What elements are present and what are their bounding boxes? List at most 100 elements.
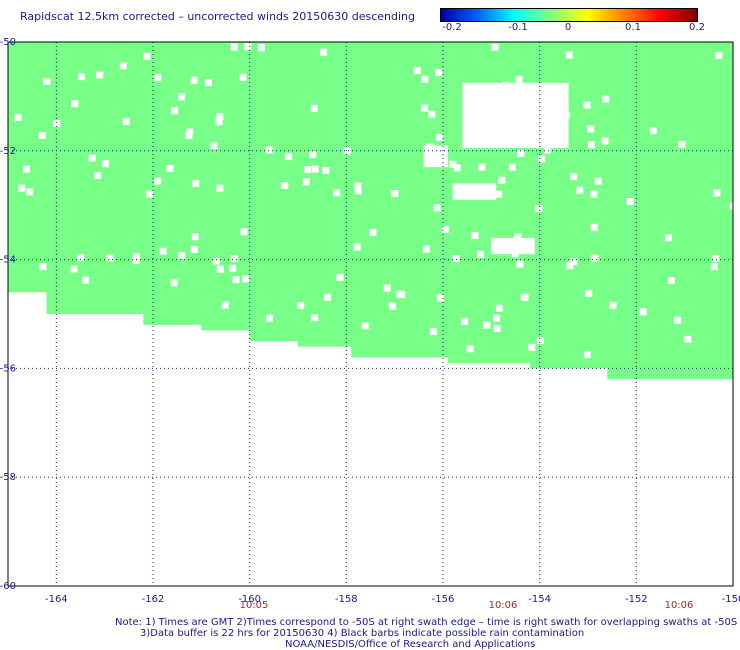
missing-data-area (462, 82, 569, 149)
missing-data-cell (536, 337, 544, 344)
missing-data-cell (429, 328, 437, 336)
swath-time-label: 10:05 (239, 600, 269, 611)
missing-data-cell (322, 167, 330, 174)
missing-data-cell (166, 165, 174, 172)
missing-data-cell (514, 233, 522, 240)
missing-data-cell (516, 260, 524, 268)
missing-data-cell (232, 276, 240, 284)
missing-data-cell (587, 125, 595, 133)
missing-data-cell (483, 321, 491, 329)
missing-data-cell (594, 177, 602, 185)
missing-data-cell (413, 67, 421, 75)
missing-data-cell (585, 289, 593, 297)
missing-data-cell (212, 257, 220, 265)
missing-data-cell (240, 228, 248, 236)
missing-data-cell (538, 155, 546, 163)
y-tick-label: -52 (0, 146, 16, 157)
missing-data-cell (453, 164, 461, 172)
missing-data-cell (216, 265, 224, 273)
missing-data-cell (281, 182, 289, 189)
missing-data-cell (221, 301, 229, 309)
missing-data-cell (583, 351, 591, 359)
missing-data-cell (649, 127, 657, 135)
missing-data-cell (178, 93, 186, 101)
missing-data-cell (441, 225, 449, 233)
chart-title: Rapidscat 12.5km corrected – uncorrected… (20, 10, 416, 23)
missing-data-cell (96, 71, 104, 79)
missing-data-cell (436, 294, 444, 302)
missing-data-cell (478, 163, 486, 171)
note-line-2: 3)Data buffer is 22 hrs for 20150630 4) … (140, 628, 585, 639)
missing-data-cell (53, 120, 61, 127)
missing-data-cell (435, 69, 443, 77)
missing-data-cell (391, 190, 399, 197)
missing-data-cell (433, 204, 441, 212)
missing-data-cell (106, 254, 114, 262)
missing-data-cell (186, 128, 194, 136)
missing-data-cell (146, 190, 153, 198)
missing-data-area (452, 183, 497, 200)
missing-data-cell (515, 75, 523, 83)
missing-data-cell (122, 118, 130, 126)
missing-data-cell (43, 78, 51, 85)
missing-data-cell (591, 254, 599, 262)
missing-data-cell (258, 44, 265, 52)
missing-data-cell (477, 250, 485, 258)
missing-data-cell (436, 133, 444, 141)
missing-data-cell (354, 182, 362, 190)
missing-data-cell (171, 107, 179, 115)
colorbar-tick-label: -0.1 (508, 22, 528, 33)
missing-data-cell (229, 264, 237, 272)
missing-data-cell (674, 316, 682, 324)
swath-coverage (8, 42, 733, 380)
missing-data-cell (191, 233, 199, 241)
missing-data-cell (570, 258, 578, 266)
missing-data-cell (588, 141, 595, 149)
missing-data-cell (422, 245, 430, 253)
y-tick-label: -50 (0, 37, 16, 48)
missing-data-cell (389, 302, 396, 310)
missing-data-cell (471, 232, 479, 239)
missing-data-cell (78, 73, 86, 81)
missing-data-cell (665, 234, 672, 242)
missing-data-cell (590, 223, 598, 231)
missing-data-cell (466, 345, 474, 353)
missing-data-cell (159, 247, 167, 255)
x-axis-ticks: -164 -162 -160 -158 -156 -154 -152 -150 (45, 594, 740, 605)
missing-data-cell (684, 335, 692, 343)
missing-data-cell (154, 177, 162, 185)
missing-data-cell (428, 110, 436, 118)
missing-data-cell (517, 150, 525, 157)
x-tick-label: -160 (238, 594, 261, 605)
missing-data-cell (668, 277, 675, 285)
missing-data-cell (493, 325, 501, 332)
missing-data-cell (302, 178, 310, 186)
x-tick-label: -150 (722, 594, 740, 605)
missing-data-cell (521, 293, 529, 301)
missing-data-cell (626, 198, 634, 205)
missing-data-cell (566, 262, 574, 270)
missing-data-cell (715, 52, 723, 60)
missing-data-cell (369, 229, 377, 236)
missing-data-cell (495, 304, 503, 312)
missing-data-cell (244, 43, 252, 51)
missing-data-cell (712, 254, 720, 262)
missing-data-cell (82, 276, 90, 284)
missing-data-cell (452, 255, 460, 263)
missing-data-cell (88, 154, 96, 162)
y-tick-label: -60 (0, 581, 16, 592)
colorbar-tick-label: 0.1 (625, 22, 641, 33)
swath-time-label: 10:06 (488, 600, 518, 611)
missing-data-cell (266, 314, 273, 322)
missing-data-cell (311, 314, 319, 322)
missing-data-cell (336, 273, 344, 281)
missing-data-cell (239, 73, 247, 81)
colorbar-tick-label: 0.2 (689, 22, 705, 33)
missing-data-cell (38, 132, 46, 139)
missing-data-cell (493, 314, 501, 322)
note-line-3: NOAA/NESDIS/Office of Research and Appli… (285, 639, 536, 650)
missing-data-area (423, 145, 448, 168)
missing-data-cell (544, 146, 552, 154)
missing-data-area (491, 237, 535, 255)
